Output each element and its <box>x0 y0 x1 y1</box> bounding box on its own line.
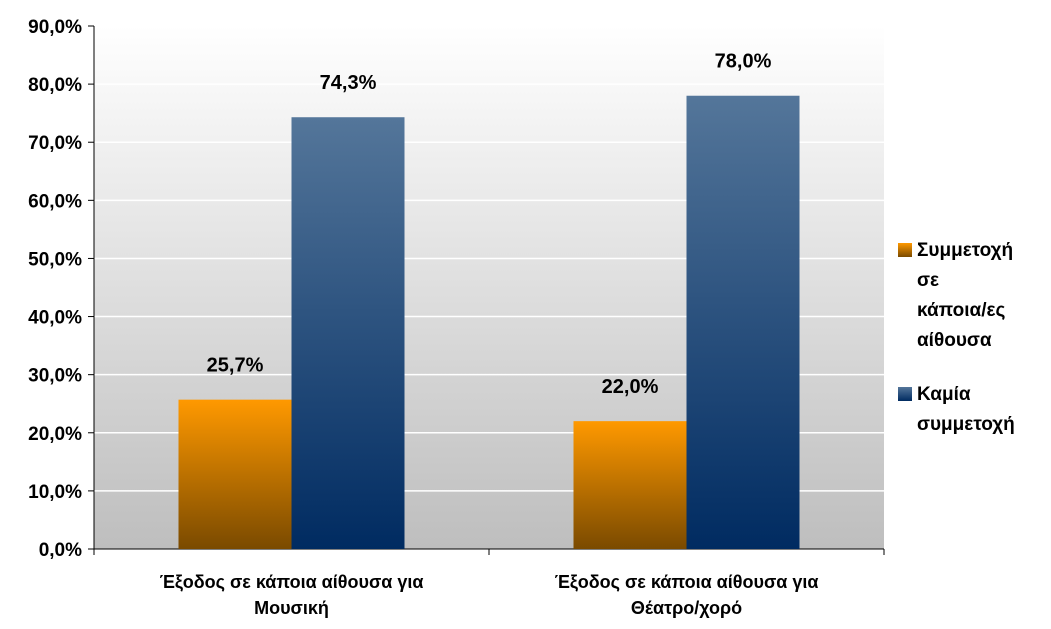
x-category-label-line: Έξοδος σε κάποια αίθουσα για <box>160 572 424 593</box>
y-tick-label: 70,0% <box>28 133 82 154</box>
y-tick-label: 30,0% <box>28 366 82 387</box>
x-category-label-line: Μουσική <box>254 598 329 618</box>
legend: Συμμετοχή σε κάποια/ες αίθουσα Καμία συμμετο… <box>898 236 1048 464</box>
legend-swatch-no-participation <box>898 387 912 401</box>
y-tick-label: 90,0% <box>28 17 82 38</box>
data-labels: 25,7% 74,3% 22,0% 78,0% <box>207 51 772 398</box>
bar-series1-category1 <box>178 399 292 549</box>
y-tick-label: 10,0% <box>28 482 82 503</box>
legend-label-no-participation: Καμία συμμετοχή <box>917 384 1015 435</box>
y-tick-label: 50,0% <box>28 249 82 270</box>
legend-label-participation: Συμμετοχή σε κάποια/ες αίθουσα <box>917 240 1014 351</box>
bar-series2-category1 <box>291 117 405 550</box>
x-category-label-line: Θέατρο/χορό <box>631 598 742 618</box>
bars <box>178 95 800 550</box>
y-tick-label: 40,0% <box>28 308 82 329</box>
y-tick-label: 0,0% <box>39 540 82 561</box>
data-label: 74,3% <box>320 72 377 94</box>
legend-item-no-participation: Καμία συμμετοχή <box>898 380 1048 440</box>
y-tick-label: 80,0% <box>28 75 82 96</box>
data-label: 78,0% <box>715 51 772 73</box>
y-tick-label: 60,0% <box>28 191 82 212</box>
x-axis-category-labels: Έξοδος σε κάποια αίθουσα για Μουσική Έξοδο… <box>160 572 819 618</box>
bar-series2-category2 <box>686 95 800 549</box>
data-label: 25,7% <box>207 355 264 377</box>
bar-series1-category2 <box>573 421 687 549</box>
legend-item-participation: Συμμετοχή σε κάποια/ες αίθουσα <box>898 236 1048 356</box>
y-tick-label: 20,0% <box>28 424 82 445</box>
y-axis-tick-labels: 0,0% 10,0% 20,0% 30,0% 40,0% 50,0% 60,0% 70,0% 8… <box>28 17 82 561</box>
data-label: 22,0% <box>602 376 659 398</box>
legend-swatch-participation <box>898 243 912 257</box>
x-category-label-line: Έξοδος σε κάποια αίθουσα για <box>555 572 819 593</box>
